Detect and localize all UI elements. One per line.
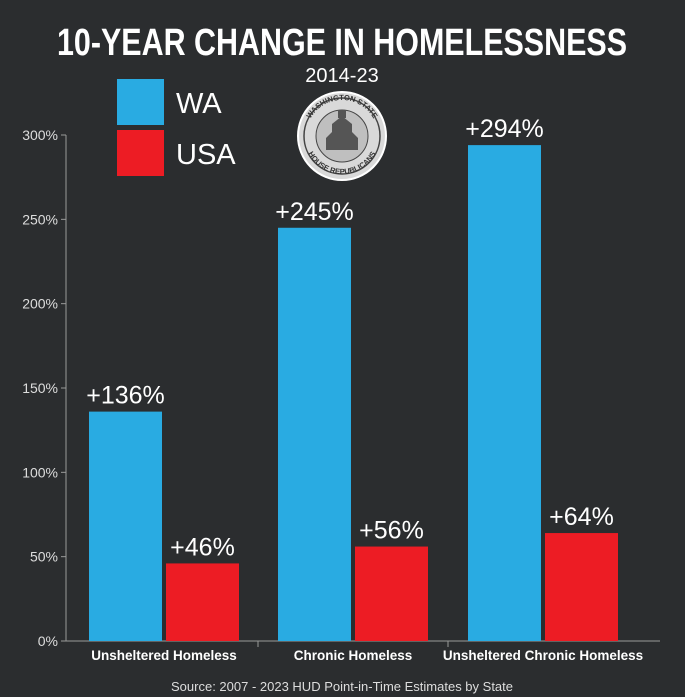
data-label-wa-2: +294%: [465, 115, 544, 143]
data-label-wa-1: +245%: [275, 198, 354, 226]
chart-title: 10-YEAR CHANGE IN HOMELESSNESS: [57, 22, 627, 64]
source-note: Source: 2007 - 2023 HUD Point-in-Time Es…: [171, 679, 513, 694]
data-label-usa-0: +46%: [170, 533, 235, 561]
bars-layer: [89, 145, 618, 641]
x-category-label: Unsheltered Homeless: [91, 648, 237, 663]
axis-layer: 0% 50% 100% 150% 200% 250% 300%: [22, 127, 660, 649]
labels-layer: Unsheltered Homeless Chronic Homeless Unsh…: [86, 115, 643, 663]
bar-wa-0: [89, 411, 162, 641]
seal-logo: WASHINGTON STATE HOUSE REPUBLICANS: [297, 91, 387, 181]
y-tick-label: 250%: [22, 211, 58, 227]
legend-swatch-usa: [117, 130, 164, 176]
x-category-label: Unsheltered Chronic Homeless: [443, 648, 643, 663]
bar-usa-1: [355, 546, 428, 641]
y-tick-label: 300%: [22, 127, 58, 143]
y-tick-label: 150%: [22, 380, 58, 396]
y-tick-label: 0%: [38, 633, 58, 649]
bar-wa-1: [278, 227, 351, 641]
legend-label-wa: WA: [176, 88, 222, 120]
y-tick-label: 100%: [22, 464, 58, 480]
data-label-usa-1: +56%: [359, 517, 424, 545]
chart-subtitle: 2014-23: [305, 65, 378, 87]
bar-usa-2: [545, 533, 618, 641]
data-label-usa-2: +64%: [549, 503, 614, 531]
y-tick-label: 200%: [22, 296, 58, 312]
legend-swatch-wa: [117, 79, 164, 125]
bar-wa-2: [468, 145, 541, 641]
legend-label-usa: USA: [176, 139, 236, 171]
bar-usa-0: [166, 563, 239, 641]
y-tick-label: 50%: [30, 549, 58, 565]
data-label-wa-0: +136%: [86, 382, 165, 410]
x-category-label: Chronic Homeless: [294, 648, 413, 663]
